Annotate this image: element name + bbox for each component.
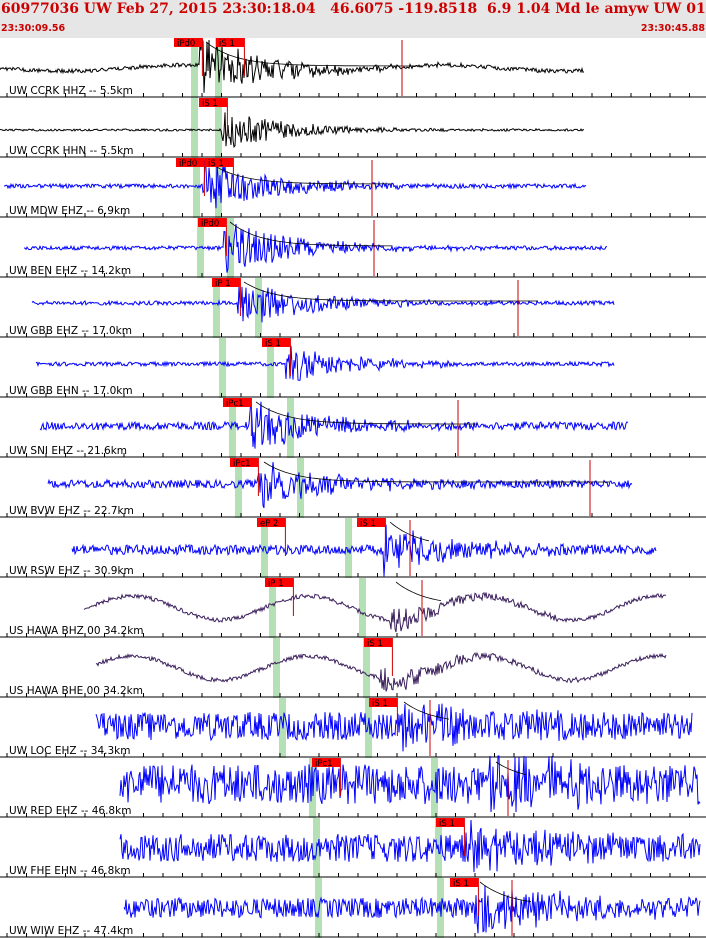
p-window	[191, 98, 198, 158]
station-label: UW GBB EHN -- 17.0km	[9, 385, 133, 397]
end-time: 23:30:45.88	[641, 23, 705, 34]
trace-row: eP 2 iS 1 UW RSW EHZ -- 30.9km	[0, 518, 706, 578]
waveform	[120, 756, 700, 812]
station-label: UW RED EHZ -- 46.8km	[9, 805, 131, 817]
p-window	[273, 638, 280, 698]
pick-label: iPd0	[179, 159, 197, 169]
trace-row: iPc1 UW BVW EHZ -- 22.7km	[0, 458, 706, 518]
p-window	[219, 338, 226, 398]
station-label: UW FHE EHN -- 46.8km	[9, 865, 131, 877]
trace-row: iS 1 UW GBB EHN -- 17.0km	[0, 338, 706, 398]
pick-label: iP 1	[215, 279, 231, 289]
station-label: US HAWA BHZ 00 34.2km	[9, 625, 144, 637]
coda-curve	[496, 762, 526, 775]
station-label: UW LOC EHZ -- 34.3km	[9, 745, 130, 757]
s-window	[359, 578, 366, 638]
pick-label: iPc1	[226, 399, 244, 409]
waveform	[124, 885, 700, 933]
pick-label: iPc1	[233, 459, 251, 469]
waveform	[120, 820, 700, 872]
station-label: UW CCRK HHN -- 5.5km	[9, 145, 134, 157]
station-label: UW WIW EHZ -- 47.4km	[9, 925, 133, 937]
pick-label: iS 1	[360, 519, 376, 529]
waveform	[84, 593, 666, 633]
event-title: 60977036 UW Feb 27, 2015 23:30:18.04 46.…	[1, 1, 706, 17]
pick-label: iPc1	[315, 759, 333, 769]
trace-row: iS 1 UW LOC EHZ -- 34.3km	[0, 698, 706, 758]
station-label: UW SNI EHZ -- 21.6km	[9, 445, 127, 457]
pick-label: iS 1	[367, 639, 383, 649]
trace-row: iS 1 UW FHE EHN -- 46.8km	[0, 818, 706, 878]
waveform	[36, 346, 614, 381]
waveform	[96, 653, 666, 691]
pick-label: iS 1	[453, 879, 469, 889]
trace-row: iS 1 US HAWA BHE 00 34.2km	[0, 638, 706, 698]
trace-row: iS 1 UW CCRK HHN -- 5.5km	[0, 98, 706, 158]
waveform	[0, 112, 584, 146]
waveform	[40, 399, 628, 449]
pick-label: iS 1	[208, 159, 224, 169]
trace-row: iP 1 US HAWA BHZ 00 34.2km	[0, 578, 706, 638]
pick-label: iPd0	[177, 39, 195, 49]
s-window	[297, 458, 304, 518]
pick-label: iP 1	[268, 579, 284, 589]
station-label: UW BEN EHZ -- 14.2km	[9, 265, 131, 277]
trace-row: iS 1 UW WIW EHZ -- 47.4km	[0, 878, 706, 938]
trace-row: iPd0 UW BEN EHZ -- 14.2km	[0, 218, 706, 278]
pick-label: iS 1	[439, 819, 455, 829]
trace-row: iPd0 iS 1 UW CCRK HHZ -- 5.5km	[0, 38, 706, 98]
station-label: UW BVW EHZ -- 22.7km	[9, 505, 134, 517]
waveform	[48, 462, 632, 508]
trace-row: iPc1 UW RED EHZ -- 46.8km	[0, 756, 706, 818]
pick-label: iS 1	[372, 699, 388, 709]
pick-label: iPd0	[201, 219, 219, 229]
trace-row: iPc1 UW SNI EHZ -- 21.6km	[0, 398, 706, 458]
waveform	[32, 286, 614, 323]
coda-curve	[396, 582, 441, 601]
pick-label: iS 1	[265, 339, 281, 349]
seismogram-plot: iPd0 iS 1 UW CCRK HHZ -- 5.5km iS 1 UW CCRK …	[0, 38, 706, 938]
station-label: UW GBB EHZ -- 17.0km	[9, 325, 132, 337]
station-label: US HAWA BHE 00 34.2km	[9, 685, 143, 697]
trace-row: iPd0 iS 1 UW MDW EHZ -- 6.9km	[0, 158, 706, 218]
station-label: UW MDW EHZ -- 6.9km	[9, 205, 130, 217]
pick-label: iS 1	[219, 39, 235, 49]
trace-row: iP 1 UW GBB EHZ -- 17.0km	[0, 278, 706, 338]
pick-label: eP 2	[260, 519, 278, 529]
station-label: UW CCRK HHZ -- 5.5km	[9, 85, 133, 97]
waveform	[4, 160, 586, 208]
event-header: 60977036 UW Feb 27, 2015 23:30:18.04 46.…	[0, 0, 706, 38]
coda-curve	[264, 462, 609, 482]
waveform	[96, 704, 692, 752]
station-label: UW RSW EHZ -- 30.9km	[9, 565, 134, 577]
start-time: 23:30:09.56	[1, 23, 65, 34]
pick-label: iS 1	[202, 99, 218, 109]
waveform	[72, 525, 656, 577]
p-window	[315, 878, 322, 938]
